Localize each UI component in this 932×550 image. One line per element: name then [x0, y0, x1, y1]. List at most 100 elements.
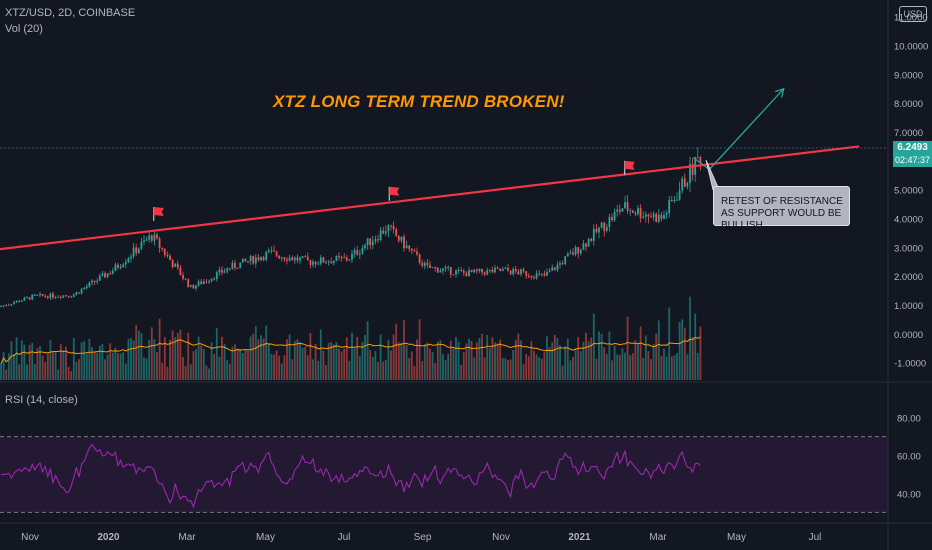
- time-tick-label: 2020: [97, 532, 120, 543]
- volume-bar: [582, 341, 585, 380]
- volume-bar: [392, 334, 395, 380]
- symbol-title[interactable]: XTZ/USD, 2D, COINBASE: [5, 7, 136, 19]
- volume-bar: [598, 331, 600, 380]
- candle-body: [678, 190, 681, 200]
- time-tick-label: Mar: [649, 532, 667, 543]
- volume-bar: [478, 337, 481, 380]
- candle-body: [364, 245, 366, 249]
- candle-body: [52, 293, 54, 298]
- volume-bar: [429, 348, 431, 380]
- candle-body: [130, 256, 132, 259]
- candle-body: [512, 268, 515, 275]
- rsi-legend[interactable]: RSI (14, close): [5, 394, 78, 406]
- volume-bar: [70, 371, 73, 380]
- volume-bar: [234, 344, 236, 380]
- candle-body: [595, 228, 598, 233]
- candle-body: [335, 255, 338, 261]
- candle-body: [689, 164, 691, 183]
- candle-body: [57, 296, 60, 298]
- candle-body: [119, 266, 122, 268]
- volume-bar: [400, 342, 403, 380]
- candle-body: [455, 270, 457, 275]
- volume-bar: [442, 354, 444, 380]
- volume-bar: [483, 357, 486, 380]
- candle-body: [655, 213, 658, 222]
- volume-bar: [444, 359, 447, 380]
- volume-bar: [88, 338, 91, 380]
- volume-bar: [2, 351, 5, 380]
- headline-annotation[interactable]: XTZ LONG TERM TREND BROKEN!: [273, 92, 565, 111]
- candle-body: [293, 257, 296, 261]
- candle-body: [551, 267, 554, 271]
- volume-bar: [486, 334, 489, 380]
- volume-bar: [31, 342, 34, 380]
- volume-bar: [384, 359, 387, 380]
- volume-bar: [104, 359, 106, 380]
- volume-bar: [18, 364, 21, 380]
- candle-body: [182, 275, 184, 279]
- time-tick-label: Nov: [492, 532, 510, 543]
- volume-bar: [572, 356, 574, 380]
- volume-bar: [130, 338, 132, 380]
- volume-bar: [608, 331, 611, 380]
- currency-label[interactable]: USD: [899, 6, 927, 22]
- volume-bar: [564, 346, 567, 380]
- time-tick-label: Mar: [178, 532, 196, 543]
- volume-bar: [182, 356, 184, 380]
- volume-bar: [176, 332, 179, 380]
- candle-body: [520, 269, 522, 275]
- volume-bar: [210, 342, 213, 380]
- volume-bar: [10, 341, 13, 380]
- candle-body: [15, 300, 18, 303]
- candle-body: [590, 238, 593, 241]
- volume-legend[interactable]: Vol (20): [5, 23, 43, 35]
- volume-bar: [626, 316, 629, 380]
- volume-bar: [538, 357, 541, 380]
- rsi-axis-ticks: 80.00 60.00 40.00: [897, 414, 921, 501]
- volume-bar: [496, 343, 499, 380]
- rsi-tick-label: 60.00: [897, 452, 921, 463]
- candle-body: [553, 267, 556, 270]
- volume-bar: [421, 360, 424, 380]
- volume-bar: [418, 319, 421, 380]
- volume-bar: [291, 359, 294, 380]
- volume-bar: [7, 353, 10, 380]
- volume-ma-line: [0, 336, 701, 365]
- candle-body: [143, 240, 145, 242]
- candle-body: [382, 230, 385, 234]
- volume-bar: [621, 348, 624, 380]
- candle-body: [618, 209, 621, 212]
- volume-bar: [590, 337, 593, 380]
- candle-body: [486, 270, 489, 275]
- volume-bar: [595, 358, 598, 380]
- candle-body: [457, 269, 460, 271]
- volume-bar: [148, 339, 151, 380]
- volume-bar: [670, 356, 673, 380]
- volume-bar: [691, 337, 694, 380]
- candle-body: [70, 296, 73, 298]
- volume-bar: [644, 335, 647, 380]
- candle-body: [163, 249, 166, 255]
- volume-bar: [410, 351, 413, 380]
- candle-body: [598, 227, 600, 233]
- volume-bar: [655, 333, 658, 380]
- volume-bar: [361, 341, 364, 380]
- volume-bar: [5, 369, 8, 380]
- last-price-value: 6.2493: [897, 142, 928, 153]
- callout-note[interactable]: RETEST OF RESISTANCE AS SUPPORT WOULD BE…: [713, 186, 850, 231]
- candle-body: [148, 235, 151, 240]
- candle-body: [470, 270, 473, 273]
- volume-bar: [689, 296, 691, 380]
- volume-bar: [241, 353, 244, 380]
- candle-body: [351, 253, 353, 260]
- volume-bar: [228, 363, 231, 380]
- volume-bar: [322, 350, 325, 380]
- candle-body: [626, 202, 629, 211]
- candle-body: [442, 268, 444, 271]
- volume-bar: [283, 355, 286, 380]
- candle-body: [221, 269, 223, 273]
- volume-bar: [455, 337, 457, 380]
- volume-bar: [179, 329, 182, 380]
- volume-bar: [405, 345, 408, 380]
